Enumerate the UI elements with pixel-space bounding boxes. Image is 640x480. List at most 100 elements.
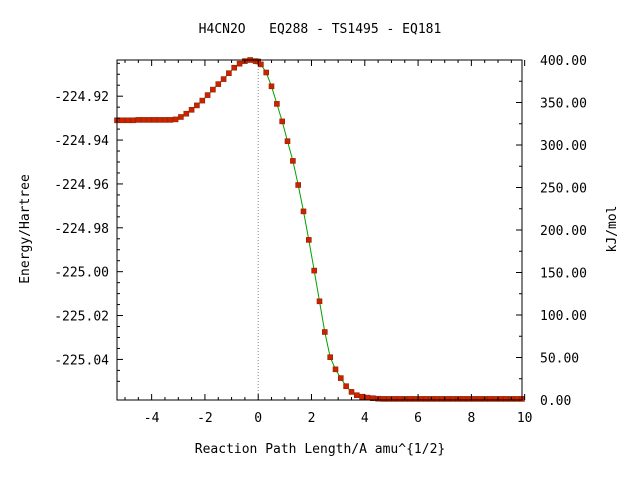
y2-tick-label: 0.00 — [540, 394, 571, 409]
data-point — [236, 60, 243, 67]
data-point — [337, 375, 344, 381]
data-point — [183, 110, 190, 117]
data-point — [353, 392, 360, 399]
data-point — [385, 396, 392, 402]
y2-tick-label: 400.00 — [540, 54, 587, 69]
data-point — [194, 102, 200, 109]
x-tick-label: 8 — [467, 411, 475, 426]
data-point — [274, 101, 280, 107]
x-tick-label: 0 — [254, 411, 262, 426]
y2-tick-label: 300.00 — [540, 139, 587, 154]
data-point — [140, 117, 147, 123]
x-tick-label: -2 — [197, 411, 213, 426]
data-point — [327, 354, 334, 361]
data-point — [215, 81, 222, 87]
y2-axis-title: kJ/mol — [605, 206, 620, 253]
y2-tick-label: 150.00 — [540, 267, 587, 282]
data-point — [391, 396, 397, 402]
data-point — [130, 117, 136, 124]
y2-tick-label: 250.00 — [540, 182, 587, 197]
y-tick-label: -225.04 — [54, 353, 109, 368]
data-point — [156, 117, 163, 123]
y2-tick-label: 350.00 — [540, 97, 587, 112]
data-point — [492, 396, 499, 402]
data-point — [226, 70, 232, 76]
data-point — [332, 366, 339, 373]
data-point — [263, 69, 270, 76]
chart-title: H4CN2O EQ288 - TS1495 - EQ181 — [199, 22, 442, 37]
y-axis-right: 400.00 350.00 300.00 250.00 200.00 150.00 100.… — [516, 54, 587, 409]
data-point — [439, 396, 445, 402]
data-point — [146, 117, 152, 123]
data-point — [407, 396, 413, 402]
data-point — [449, 396, 456, 402]
data-point — [423, 396, 429, 402]
x-tick-label: 2 — [308, 411, 316, 426]
data-point — [167, 117, 174, 123]
data-point — [162, 117, 168, 123]
y-tick-label: -224.98 — [54, 222, 109, 237]
data-point — [268, 83, 275, 90]
data-point — [295, 182, 302, 188]
data-point — [300, 208, 307, 215]
y2-tick-label: 100.00 — [540, 309, 587, 324]
data-point — [433, 396, 440, 402]
data-point — [316, 298, 323, 305]
x-axis-title: Reaction Path Length/A amu^{1/2} — [195, 442, 445, 457]
data-point — [119, 117, 126, 124]
data-point — [417, 396, 424, 402]
x-tick-label: 6 — [414, 411, 422, 426]
data-point — [380, 396, 387, 402]
data-point — [290, 158, 296, 164]
data-point — [284, 138, 291, 144]
data-point — [412, 396, 419, 402]
data-point — [348, 389, 355, 395]
data-point — [231, 64, 237, 71]
y-tick-label: -225.00 — [54, 266, 109, 281]
data-point — [359, 393, 365, 400]
x-tick-label: 4 — [361, 411, 369, 426]
y-tick-label: -224.96 — [54, 178, 109, 193]
x-axis: -4 -2 0 2 4 6 8 10 — [124, 60, 533, 426]
data-point — [503, 396, 509, 402]
x-tick-label: -4 — [144, 411, 160, 426]
data-series — [114, 57, 525, 402]
data-point — [151, 117, 158, 123]
data-point — [369, 395, 376, 402]
y-axis-left: -224.92 -224.94 -224.96 -224.98 -225.00 -225.… — [54, 62, 123, 382]
data-point — [513, 396, 520, 402]
y-tick-label: -225.02 — [54, 310, 109, 325]
data-point — [305, 237, 312, 243]
data-point — [311, 267, 318, 274]
data-point — [343, 383, 349, 390]
x-tick-label: 10 — [517, 411, 533, 426]
data-point — [124, 117, 131, 124]
data-point — [487, 396, 493, 402]
y2-tick-label: 50.00 — [540, 352, 579, 367]
data-point — [396, 396, 403, 402]
data-point — [321, 329, 328, 335]
data-point — [444, 396, 451, 402]
y2-tick-label: 200.00 — [540, 224, 587, 239]
data-point — [497, 396, 504, 402]
data-point — [465, 396, 472, 402]
data-point — [279, 118, 286, 125]
data-point — [178, 114, 184, 120]
data-point — [460, 396, 467, 402]
data-point — [172, 116, 179, 123]
data-point — [135, 117, 142, 123]
series-line — [117, 59, 522, 400]
data-point — [204, 92, 211, 98]
y-tick-label: -224.92 — [54, 90, 109, 105]
y-tick-label: -224.94 — [54, 134, 109, 149]
data-point — [471, 396, 477, 402]
data-point — [364, 394, 371, 401]
data-point — [258, 61, 264, 68]
data-point — [220, 76, 227, 82]
data-point — [210, 86, 216, 93]
y-axis-title: Energy/Hartree — [18, 174, 33, 284]
data-point — [188, 107, 195, 113]
plot-frame — [116, 59, 523, 401]
data-point — [476, 396, 483, 402]
